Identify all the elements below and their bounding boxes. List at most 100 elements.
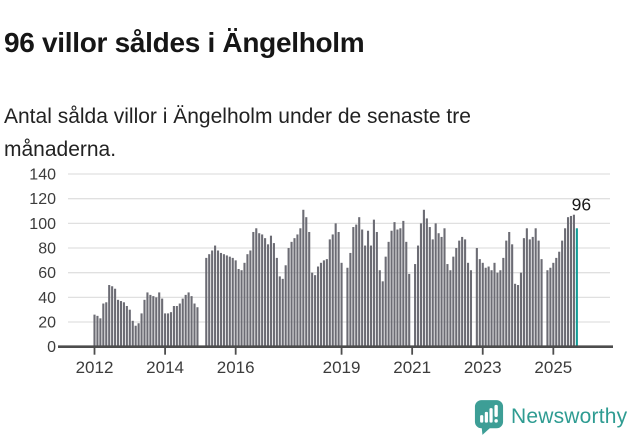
bar: [496, 272, 499, 347]
bar: [249, 250, 252, 347]
bar: [287, 248, 290, 347]
bar: [266, 244, 270, 347]
bar: [93, 314, 96, 347]
x-tick-label: 2014: [146, 358, 184, 377]
bar: [452, 256, 455, 347]
bar: [516, 285, 520, 347]
bar: [193, 303, 196, 347]
chart-subtitle: Antal sålda villor i Ängelholm under de …: [4, 105, 471, 161]
highlighted-bar: [575, 228, 578, 347]
bar: [164, 313, 167, 347]
bar: [99, 318, 102, 347]
bar: [499, 270, 502, 347]
bar: [399, 228, 402, 347]
bar: [534, 228, 537, 347]
bar: [481, 262, 484, 347]
bar: [552, 262, 555, 347]
newsworthy-logo-icon[interactable]: [474, 399, 504, 435]
bar: [572, 214, 575, 347]
bar: [149, 294, 152, 347]
bar: [216, 250, 220, 347]
bar: [366, 230, 370, 347]
bar: [222, 254, 225, 347]
bar: [264, 238, 267, 347]
bar: [358, 217, 361, 347]
page-title: 96 villor såldes i Ängelholm: [4, 26, 365, 58]
bar: [508, 231, 511, 347]
bar: [269, 235, 273, 347]
bar: [437, 233, 440, 347]
bar: [416, 245, 420, 347]
bar: [352, 227, 355, 347]
bar: [431, 239, 434, 347]
bar: [393, 222, 396, 347]
newsworthy-logo[interactable]: Newsworthy: [474, 399, 627, 435]
bar: [252, 231, 255, 347]
bar: [143, 299, 146, 347]
bar: [208, 254, 211, 347]
y-tick-label: 0: [47, 339, 56, 356]
bar: [231, 257, 234, 347]
bar: [108, 285, 111, 347]
bar: [137, 323, 140, 347]
bar: [355, 224, 358, 347]
bar: [290, 241, 293, 347]
bar: [184, 294, 187, 347]
bar: [369, 245, 373, 347]
y-tick-label: 20: [38, 315, 56, 332]
x-tick-label: 2019: [323, 358, 361, 377]
bar: [455, 248, 458, 347]
bar: [449, 270, 452, 347]
bar: [261, 234, 264, 347]
bar: [114, 288, 117, 347]
bar: [461, 236, 464, 347]
bar: [219, 252, 223, 347]
bar: [172, 305, 175, 347]
bar: [311, 272, 314, 347]
bar: [228, 256, 231, 347]
bar: [419, 223, 423, 347]
bar: [502, 257, 505, 347]
bar: [514, 283, 517, 347]
bar: [361, 229, 364, 347]
bar: [146, 292, 149, 347]
bar: [346, 267, 349, 347]
bar: [349, 252, 352, 347]
bar: [408, 273, 411, 347]
bar: [128, 309, 131, 347]
bar: [540, 259, 543, 347]
bar: [293, 238, 296, 347]
bar: [152, 296, 155, 347]
bar: [519, 272, 523, 347]
bar: [234, 260, 237, 347]
x-tick-label: 2016: [217, 358, 255, 377]
bar: [116, 299, 120, 347]
bar: [487, 266, 490, 347]
bar: [475, 248, 478, 347]
bar: [443, 228, 446, 347]
bar: [428, 227, 431, 347]
bar: [384, 256, 387, 347]
bar: [105, 302, 108, 347]
newsworthy-logo-text[interactable]: Newsworthy: [511, 405, 628, 428]
bar: [334, 223, 337, 347]
bar: [564, 228, 567, 347]
bar: [561, 240, 564, 347]
bar: [111, 286, 114, 347]
bar: [478, 259, 481, 347]
bar: [558, 251, 561, 347]
bar: [255, 228, 258, 347]
bar: [281, 278, 284, 347]
bar: [531, 236, 534, 347]
bar: [546, 270, 549, 347]
bar: [328, 239, 331, 347]
bar: [211, 250, 214, 347]
bar: [490, 270, 493, 347]
last-value-label: 96: [572, 195, 591, 215]
bar: [284, 265, 287, 347]
bar: [187, 292, 190, 347]
bar: [537, 240, 540, 347]
bar: [169, 312, 173, 347]
bar: [275, 257, 278, 347]
